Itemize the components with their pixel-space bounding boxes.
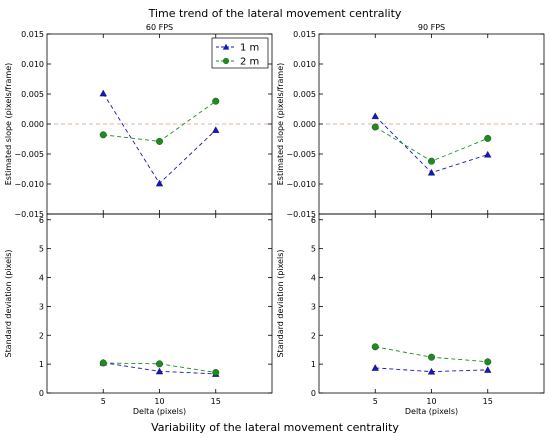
series-line-2m [375, 126, 488, 162]
panels: 0.0150.0100.0050.000−0.005−0.010−0.01560… [4, 23, 545, 416]
data-point-2m [428, 353, 435, 361]
data-point-1m [371, 364, 379, 371]
figure-title: Time trend of the lateral movement centr… [148, 7, 402, 20]
y-tick-label: 0 [311, 389, 316, 398]
y-axis-label: Estimated slope (pixels/frame) [276, 63, 285, 186]
y-tick-label: 0 [39, 389, 44, 398]
data-point-2m [428, 157, 435, 165]
data-point-1m [155, 367, 164, 375]
data-point-1m [212, 126, 220, 133]
y-tick-label: −0.015 [286, 210, 316, 219]
series-line-2m [103, 100, 217, 142]
y-axis-label: Estimated slope (pixels/frame) [4, 63, 13, 186]
y-tick-label: −0.005 [14, 150, 44, 159]
panel-slope-90: 0.015 0.010 0.005 0.000 −0.005 −0.010 −0.015 90… [276, 23, 545, 219]
y-tick-label: 0.010 [293, 60, 316, 69]
y-tick-label: 5 [39, 245, 44, 254]
data-point-1m [371, 112, 379, 120]
y-tick-label: 4 [39, 274, 44, 283]
data-point-2m [484, 134, 492, 142]
y-tick-label: 1 [311, 360, 316, 369]
y-tick-label: 0.005 [21, 90, 44, 99]
panel-slope-60: 0.015 0.010 0.005 0.000 −0.005 −0.010 −0.015 60… [4, 23, 273, 219]
data-point-1m [484, 366, 492, 373]
y-tick-label: 1 [39, 360, 44, 369]
y-tick-label: 0.000 [21, 120, 44, 129]
y-tick-label: 0.015 [21, 30, 44, 39]
y-tick-label: 0.015 [293, 30, 316, 39]
y-tick-label: 6 [311, 216, 316, 225]
legend-marker-2m [222, 57, 230, 65]
data-point-1m [99, 89, 107, 97]
y-tick-label: −0.010 [14, 180, 44, 189]
data-point-2m [99, 359, 107, 367]
data-point-2m [99, 131, 107, 139]
data-point-2m [371, 343, 379, 351]
y-tick-label: 0.000 [293, 120, 316, 129]
panel-std-60: 0 1 2 3 4 5 6 5 10 15 Delta (pixels) Standard devia… [4, 213, 273, 416]
y-tick-label: −0.010 [286, 180, 316, 189]
x-tick-label: 15 [483, 397, 493, 406]
figure-bottom-title: Variability of the lateral movement cent… [151, 421, 399, 434]
y-tick-label: 3 [39, 302, 44, 311]
legend-label-1m: 1 m [240, 43, 259, 54]
legend-marker-1m [222, 43, 230, 50]
y-tick-label: 2 [39, 331, 44, 340]
data-point-2m [156, 360, 163, 368]
x-tick-label: 10 [154, 397, 164, 406]
y-tick-label: 0.005 [293, 90, 316, 99]
panel-frame [318, 213, 545, 394]
y-tick-label: 4 [311, 274, 316, 283]
y-tick-label: 5 [311, 245, 316, 254]
y-tick-label: −0.015 [14, 210, 44, 219]
y-tick-label: 6 [39, 216, 44, 225]
y-tick-label: 3 [311, 302, 316, 311]
legend-frame [211, 37, 269, 69]
x-axis-label: Delta (pixels) [133, 407, 186, 416]
data-point-2m [156, 137, 163, 145]
x-tick-label: 5 [373, 397, 378, 406]
legend-label-2m: 2 m [240, 57, 259, 68]
data-point-2m [371, 123, 379, 131]
panel-title: 60 FPS [146, 23, 173, 32]
data-point-2m [212, 97, 220, 105]
y-tick-label: −0.005 [286, 150, 316, 159]
panel-title: 90 FPS [418, 23, 445, 32]
y-tick-label: 0.010 [21, 60, 44, 69]
x-tick-label: 5 [101, 397, 106, 406]
x-tick-label: 15 [211, 397, 221, 406]
panel-std-90: 0 1 2 3 4 5 6 5 10 15 Delta (pixels) Standard devia… [276, 213, 545, 416]
data-point-1m [427, 367, 436, 375]
data-point-1m [427, 168, 436, 176]
y-axis-label: Standard deviation (pixels) [276, 249, 285, 357]
x-axis-label: Delta (pixels) [405, 407, 458, 416]
x-tick-label: 10 [426, 397, 436, 406]
legend: 1 m2 m [211, 37, 269, 69]
data-point-2m [484, 358, 492, 366]
data-point-2m [212, 369, 220, 376]
data-point-1m [155, 179, 164, 187]
y-tick-label: 2 [311, 331, 316, 340]
data-point-1m [484, 150, 492, 158]
y-axis-label: Standard deviation (pixels) [4, 249, 13, 357]
